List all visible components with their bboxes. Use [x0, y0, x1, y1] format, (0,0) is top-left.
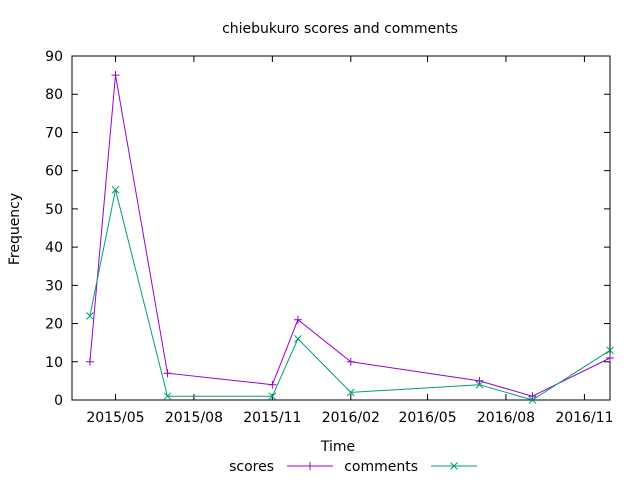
series-layer — [85, 71, 614, 404]
x-tick-label: 2016/08 — [477, 410, 535, 426]
series-line-comments — [89, 189, 611, 401]
legend-label-comments: comments — [344, 459, 418, 475]
y-tick-label: 50 — [45, 202, 63, 218]
x-tick-label: 2015/05 — [86, 410, 144, 426]
x-tick-label: 2016/05 — [398, 410, 456, 426]
data-point-comments — [528, 396, 537, 404]
data-point-comments — [111, 185, 120, 194]
x-tick-label: 2016/11 — [555, 410, 613, 426]
data-point-comments — [475, 380, 484, 389]
y-axis-label: Frequency — [7, 193, 23, 265]
data-point-comments — [346, 388, 355, 397]
legend-label-scores: scores — [229, 459, 274, 475]
data-point-scores — [346, 357, 355, 366]
data-point-comments — [294, 334, 302, 343]
y-tick-label: 80 — [45, 87, 63, 103]
series-line-scores — [89, 75, 611, 397]
data-point-scores — [528, 392, 537, 401]
data-point-scores — [111, 71, 120, 80]
data-point-scores — [85, 357, 94, 366]
y-tick-label: 60 — [45, 164, 63, 180]
legend-marker-scores — [306, 462, 314, 470]
data-point-comments — [163, 392, 172, 401]
chart-title: chiebukuro scores and comments — [222, 21, 458, 37]
data-point-scores — [293, 315, 302, 324]
data-point-scores — [163, 369, 172, 378]
legend: scores comments — [229, 459, 477, 475]
y-tick-label: 70 — [45, 125, 63, 141]
x-tick-label: 2016/02 — [322, 410, 380, 426]
x-tick-label: 2015/08 — [165, 410, 223, 426]
data-point-comments — [606, 346, 614, 355]
data-point-comments — [86, 312, 94, 320]
x-tick-label: 2015/11 — [243, 410, 301, 426]
x-axis: 2015/05 2015/08 2015/11 2016/02 2016/05 2016/… — [86, 56, 614, 426]
x-axis-label: Time — [320, 439, 355, 455]
data-point-scores — [606, 353, 614, 362]
y-axis: 0 10 20 30 40 50 60 70 80 90 — [45, 49, 610, 409]
y-tick-label: 10 — [45, 355, 63, 371]
legend-marker-comments — [450, 462, 458, 470]
data-point-comments — [268, 392, 277, 401]
y-tick-label: 20 — [45, 317, 63, 333]
y-tick-label: 40 — [45, 240, 63, 256]
y-tick-label: 90 — [45, 49, 63, 65]
data-point-scores — [268, 380, 277, 389]
data-point-scores — [475, 376, 484, 385]
plot-frame — [71, 55, 611, 401]
y-tick-label: 30 — [45, 278, 63, 294]
y-tick-label: 0 — [54, 393, 63, 409]
